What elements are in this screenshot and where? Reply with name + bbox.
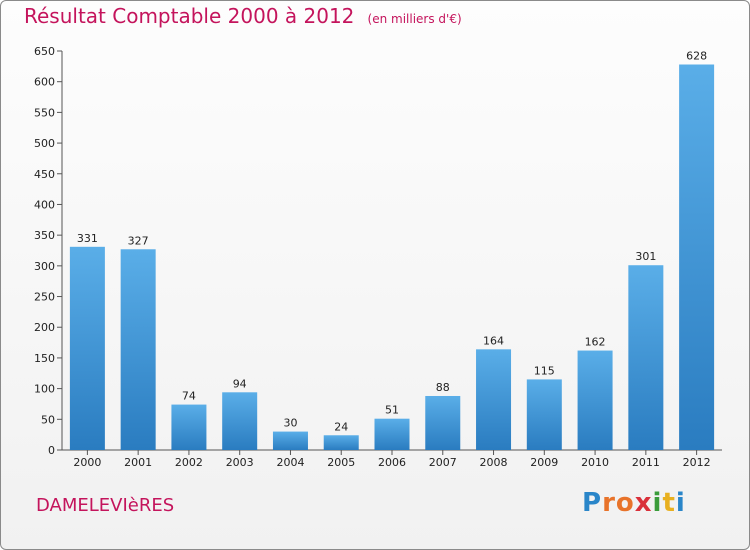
bar — [69, 246, 105, 450]
bar — [374, 418, 410, 450]
bar — [628, 265, 664, 450]
data-label: 88 — [436, 381, 450, 394]
bar — [526, 379, 562, 450]
y-tick-label: 350 — [34, 229, 55, 242]
logo-letter: P — [582, 488, 603, 518]
data-label: 628 — [686, 50, 707, 63]
logo-letter: i — [652, 488, 663, 518]
x-tick-label: 2011 — [632, 456, 660, 469]
data-label: 24 — [334, 420, 348, 433]
data-label: 331 — [77, 232, 98, 245]
y-tick-label: 0 — [48, 444, 55, 457]
bar — [577, 350, 613, 450]
chart-title: Résultat Comptable 2000 à 2012 — [24, 4, 355, 28]
y-tick-label: 200 — [34, 321, 55, 334]
y-tick-label: 250 — [34, 291, 55, 304]
chart-unit: (en milliers d'€) — [367, 12, 462, 26]
x-tick-label: 2006 — [378, 456, 406, 469]
y-tick-label: 450 — [34, 168, 55, 181]
proxiti-logo: Proxiti — [582, 488, 686, 518]
data-label: 327 — [128, 234, 149, 247]
x-tick-label: 2004 — [276, 456, 304, 469]
y-tick-label: 550 — [34, 106, 55, 119]
bar — [323, 435, 359, 450]
y-tick-label: 500 — [34, 137, 55, 150]
x-tick-label: 2012 — [683, 456, 711, 469]
y-tick-label: 50 — [41, 413, 55, 426]
bar — [171, 404, 207, 450]
x-tick-label: 2002 — [175, 456, 203, 469]
x-tick-label: 2005 — [327, 456, 355, 469]
bar — [272, 431, 308, 450]
x-tick-label: 2007 — [429, 456, 457, 469]
bars — [69, 64, 715, 451]
chart-header: Résultat Comptable 2000 à 2012 (en milli… — [24, 4, 462, 28]
logo-letter: o — [615, 488, 635, 518]
y-tick-label: 650 — [34, 45, 55, 58]
logo-letter: i — [675, 488, 686, 518]
commune-name: DAMELEVIèRES — [36, 495, 175, 516]
bar — [476, 349, 512, 450]
bar — [222, 392, 258, 450]
logo-letter: x — [634, 488, 653, 518]
y-tick-label: 100 — [34, 383, 55, 396]
data-label: 164 — [483, 334, 504, 347]
bar — [120, 249, 156, 450]
data-label: 301 — [635, 250, 656, 263]
y-tick-label: 300 — [34, 260, 55, 273]
x-tick-label: 2003 — [226, 456, 254, 469]
data-label: 30 — [283, 417, 297, 430]
data-label: 94 — [233, 377, 247, 390]
y-tick-label: 600 — [34, 76, 55, 89]
y-tick-label: 150 — [34, 352, 55, 365]
x-tick-label: 2001 — [124, 456, 152, 469]
bar — [679, 64, 715, 451]
x-tick-label: 2008 — [480, 456, 508, 469]
y-tick-label: 400 — [34, 198, 55, 211]
data-label: 51 — [385, 404, 399, 417]
data-label: 74 — [182, 390, 196, 403]
logo-letter: r — [602, 488, 616, 518]
bar — [425, 395, 461, 450]
logo-letter: t — [662, 488, 676, 518]
data-label: 115 — [534, 364, 555, 377]
x-tick-label: 2010 — [581, 456, 609, 469]
data-label: 162 — [585, 336, 606, 349]
x-tick-label: 2000 — [73, 456, 101, 469]
x-tick-label: 2009 — [530, 456, 558, 469]
data-labels: 331 327 74 94 30 24 51 88 164 115 162 301 628 — [77, 50, 707, 434]
